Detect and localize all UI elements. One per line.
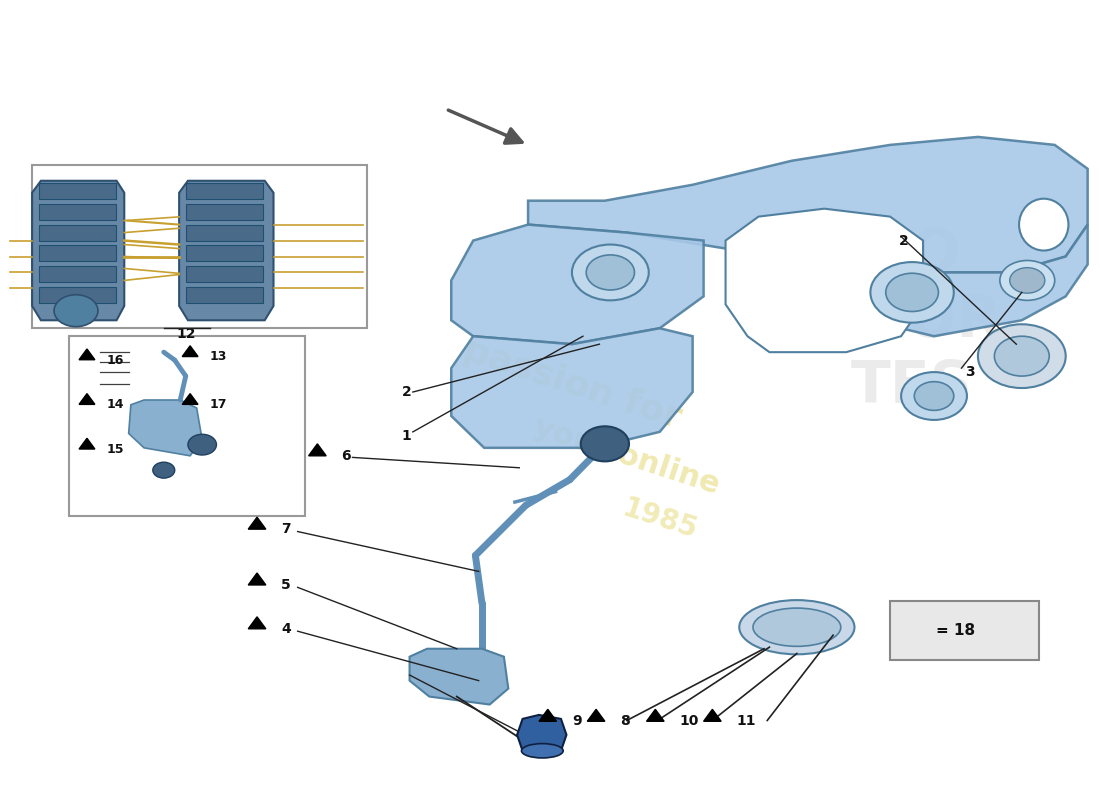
Circle shape	[572, 245, 649, 300]
Circle shape	[886, 274, 938, 311]
Ellipse shape	[521, 744, 563, 758]
Polygon shape	[183, 394, 198, 404]
Text: 4: 4	[282, 622, 290, 636]
FancyBboxPatch shape	[186, 225, 263, 241]
FancyBboxPatch shape	[32, 165, 366, 328]
Text: 6: 6	[341, 449, 351, 463]
FancyBboxPatch shape	[186, 246, 263, 262]
FancyBboxPatch shape	[186, 266, 263, 282]
Polygon shape	[890, 225, 1088, 336]
Text: 7: 7	[282, 522, 290, 536]
Polygon shape	[249, 617, 266, 629]
Text: 12: 12	[176, 326, 196, 341]
FancyBboxPatch shape	[186, 286, 263, 302]
Circle shape	[914, 382, 954, 410]
Polygon shape	[183, 346, 198, 357]
FancyBboxPatch shape	[69, 336, 306, 515]
FancyBboxPatch shape	[39, 204, 116, 220]
Text: 15: 15	[107, 443, 124, 456]
Circle shape	[978, 324, 1066, 388]
Circle shape	[54, 294, 98, 326]
Ellipse shape	[754, 608, 840, 646]
Text: 14: 14	[107, 398, 124, 411]
Polygon shape	[528, 137, 1088, 273]
FancyBboxPatch shape	[39, 225, 116, 241]
Text: 10: 10	[680, 714, 698, 728]
Polygon shape	[309, 444, 327, 456]
FancyBboxPatch shape	[186, 204, 263, 220]
Polygon shape	[647, 710, 664, 722]
FancyBboxPatch shape	[186, 183, 263, 199]
Text: 13: 13	[210, 350, 228, 363]
Text: your online: your online	[530, 412, 724, 499]
Text: 8: 8	[620, 714, 630, 728]
Circle shape	[1010, 268, 1045, 293]
Polygon shape	[704, 710, 722, 722]
Polygon shape	[451, 328, 693, 448]
Circle shape	[994, 336, 1049, 376]
FancyBboxPatch shape	[39, 266, 116, 282]
Polygon shape	[249, 517, 266, 529]
Circle shape	[188, 434, 217, 455]
Text: 2: 2	[899, 234, 909, 247]
Text: 11: 11	[737, 714, 756, 728]
Ellipse shape	[739, 600, 855, 654]
Circle shape	[586, 255, 635, 290]
Circle shape	[1000, 261, 1055, 300]
Polygon shape	[179, 181, 274, 320]
Text: GO
SPOR
TES: GO SPOR TES	[823, 226, 1002, 414]
FancyBboxPatch shape	[39, 246, 116, 262]
Text: 5: 5	[282, 578, 290, 592]
Text: 16: 16	[107, 354, 124, 366]
Text: 1: 1	[402, 429, 411, 443]
Circle shape	[901, 372, 967, 420]
Circle shape	[581, 426, 629, 462]
Polygon shape	[79, 349, 95, 360]
Text: 1985: 1985	[618, 494, 701, 545]
FancyBboxPatch shape	[890, 601, 1040, 660]
Text: = 18: = 18	[936, 623, 976, 638]
Polygon shape	[79, 394, 95, 404]
Polygon shape	[32, 181, 124, 320]
Polygon shape	[539, 710, 557, 722]
Polygon shape	[587, 710, 605, 722]
Polygon shape	[451, 225, 704, 344]
Polygon shape	[249, 573, 266, 585]
Polygon shape	[909, 616, 928, 630]
Polygon shape	[517, 715, 566, 750]
FancyBboxPatch shape	[39, 286, 116, 302]
Polygon shape	[726, 209, 923, 352]
Polygon shape	[79, 438, 95, 449]
Text: 3: 3	[965, 365, 975, 379]
Circle shape	[870, 262, 954, 322]
Polygon shape	[409, 649, 508, 705]
Ellipse shape	[1019, 198, 1068, 250]
Text: 2: 2	[402, 385, 411, 399]
Text: 17: 17	[210, 398, 228, 411]
FancyBboxPatch shape	[39, 183, 116, 199]
Polygon shape	[129, 400, 202, 456]
Text: 9: 9	[572, 714, 582, 728]
Circle shape	[153, 462, 175, 478]
Text: passion for: passion for	[459, 333, 685, 435]
